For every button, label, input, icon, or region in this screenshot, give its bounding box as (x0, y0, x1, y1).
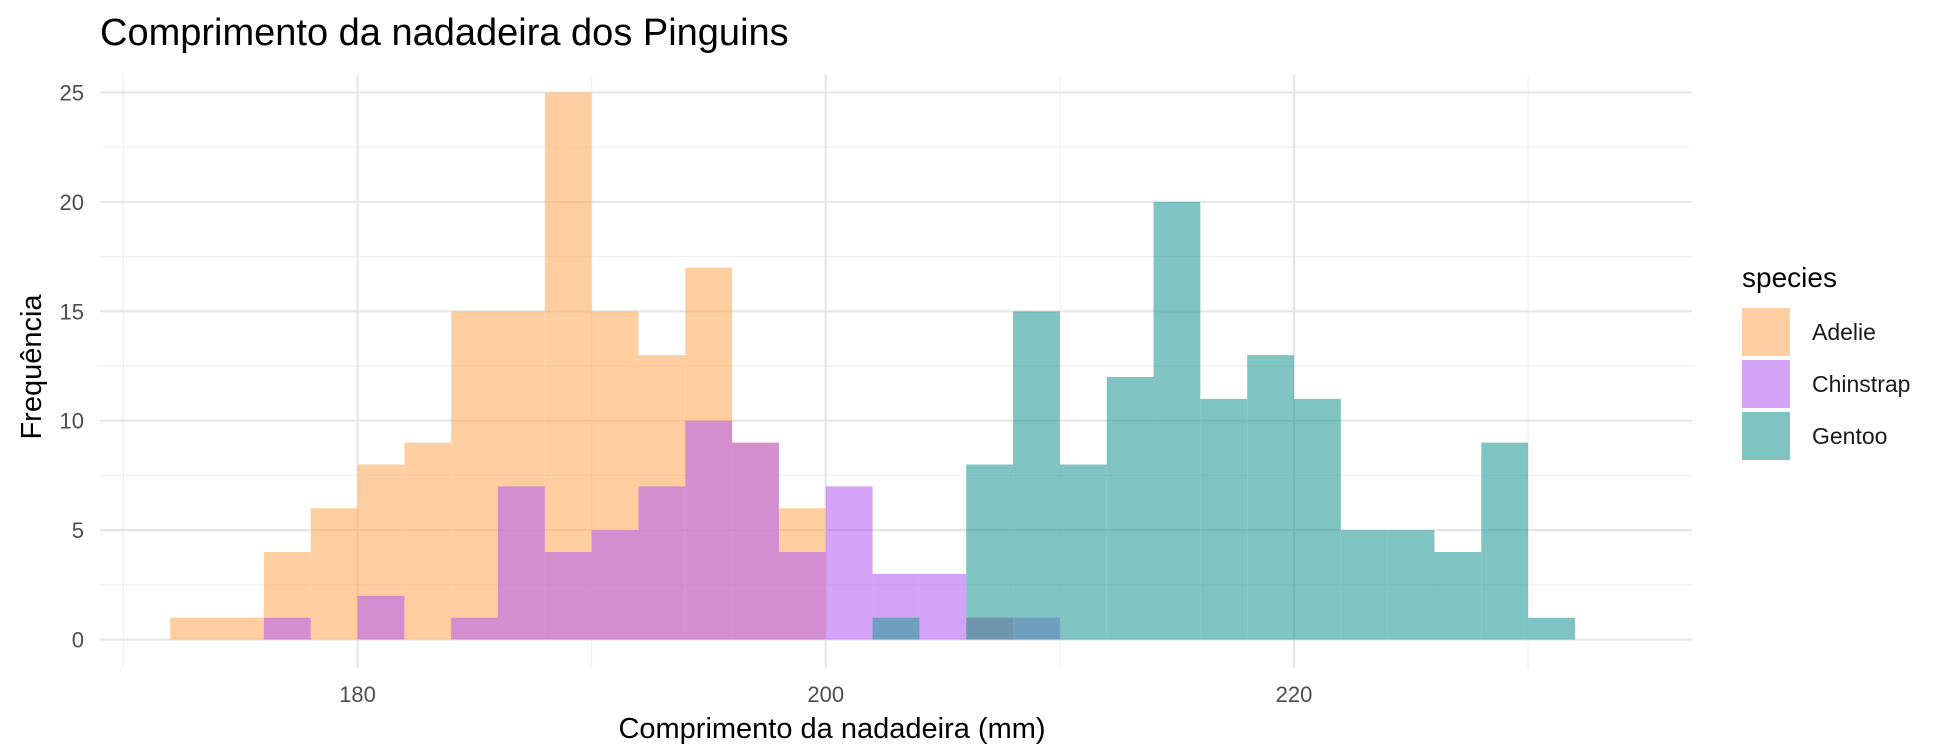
y-axis-ticks: 0 5 10 15 20 25 (60, 81, 84, 653)
bar-chinstrap (498, 486, 545, 640)
bar-gentoo (966, 464, 1014, 640)
x-tick-label: 200 (807, 682, 844, 707)
bar-chinstrap (451, 617, 498, 640)
x-tick-label: 180 (339, 682, 376, 707)
legend-item-adelie: Adelie (1742, 306, 1910, 358)
bar-chinstrap (919, 573, 967, 640)
legend-label-adelie: Adelie (1812, 318, 1876, 345)
y-tick-label: 0 (72, 628, 84, 653)
bar-chinstrap (544, 552, 592, 640)
bar-gentoo (1340, 530, 1388, 640)
bar-chinstrap (263, 617, 311, 640)
bar-chinstrap (778, 552, 826, 640)
bar-chinstrap (685, 420, 733, 640)
bar-gentoo (1434, 552, 1482, 640)
bar-gentoo (1247, 355, 1294, 640)
bar-adelie (217, 617, 264, 640)
y-axis-label: Frequência (16, 294, 48, 440)
bar-gentoo (1059, 464, 1107, 640)
bar-gentoo (1481, 442, 1529, 640)
bar-gentoo (1387, 530, 1435, 640)
bar-gentoo (872, 617, 920, 640)
bar-adelie (310, 508, 358, 640)
y-tick-label: 10 (60, 409, 84, 434)
bars (170, 92, 1575, 640)
y-tick-label: 20 (60, 190, 84, 215)
legend-label-gentoo: Gentoo (1812, 422, 1888, 449)
x-tick-label: 220 (1276, 682, 1313, 707)
bar-adelie (451, 311, 498, 640)
bar-chinstrap (591, 530, 639, 640)
bar-gentoo (1200, 398, 1248, 640)
bar-chinstrap (638, 486, 686, 640)
bar-gentoo (1106, 376, 1154, 640)
bar-gentoo (1528, 617, 1575, 640)
bar-chinstrap (825, 486, 873, 640)
bar-adelie (404, 442, 452, 640)
x-axis-ticks: 180 200 220 (339, 682, 1312, 707)
legend-swatch-chinstrap (1742, 360, 1790, 408)
y-tick-label: 15 (60, 299, 84, 324)
legend-swatch-gentoo (1742, 412, 1790, 460)
legend-title: species (1742, 262, 1837, 293)
bar-adelie (170, 617, 218, 640)
bar-gentoo (1153, 201, 1201, 640)
bar-chinstrap (357, 595, 405, 640)
legend-swatch-adelie (1742, 308, 1790, 356)
legend-label-chinstrap: Chinstrap (1812, 370, 1911, 397)
legend-item-gentoo: Gentoo (1742, 410, 1910, 462)
series-gentoo (872, 201, 1575, 640)
y-tick-label: 5 (72, 518, 84, 543)
y-tick-label: 25 (60, 81, 84, 106)
bar-gentoo (1013, 311, 1060, 640)
series-chinstrap (263, 420, 1060, 640)
x-axis-label: Comprimento da nadadeira (mm) (618, 713, 1045, 745)
bar-gentoo (1294, 398, 1341, 640)
chart-title: Comprimento da nadadeira dos Pinguins (100, 12, 789, 54)
bar-adelie (544, 92, 592, 640)
legend-item-chinstrap: Chinstrap (1742, 358, 1910, 410)
legend: species Adelie Chinstrap Gentoo (1742, 262, 1910, 462)
bar-chinstrap (732, 442, 779, 640)
